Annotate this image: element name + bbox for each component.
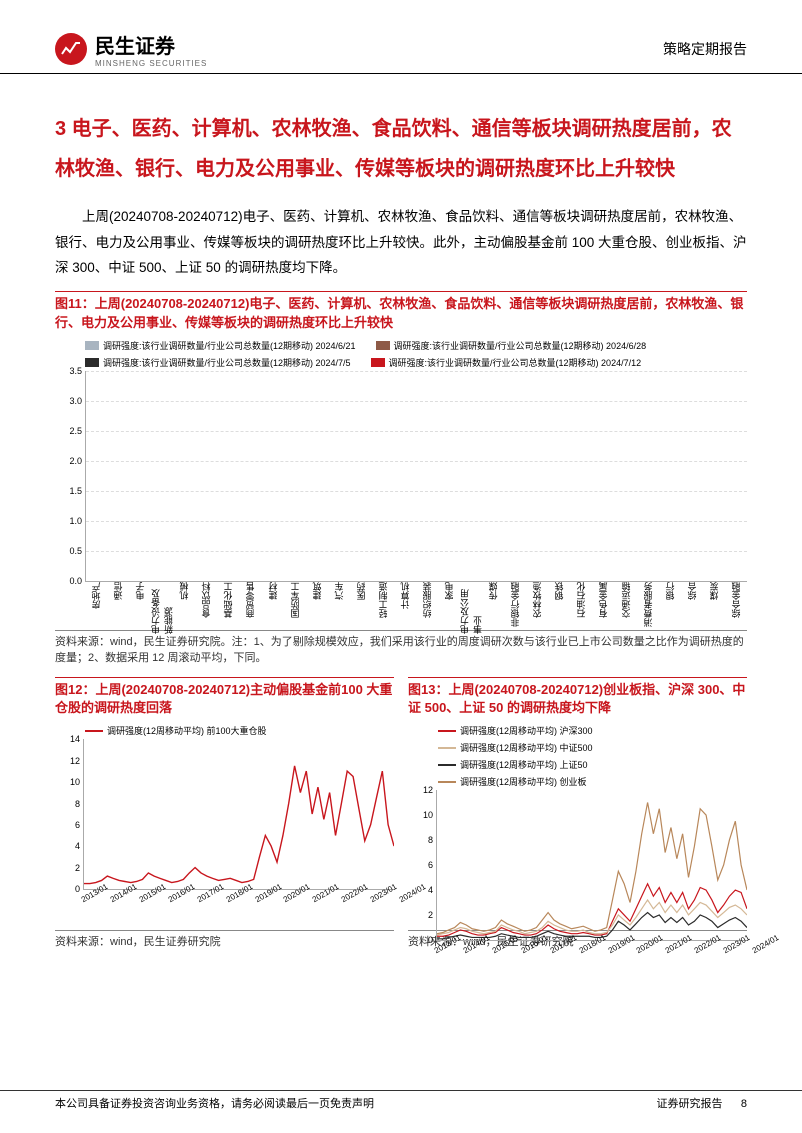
x-label: 基础化工 [217,582,239,636]
series-line [84,766,394,884]
x-label: 电力及公用事业 [460,582,482,636]
x-label: 轻工制造 [372,582,394,636]
footer-left: 本公司具备证券投资咨询业务资格，请务必阅读最后一页免责声明 [55,1095,374,1111]
page: 民生证券 MINSHENG SECURITIES 策略定期报告 3 电子、医药、… [0,0,802,1133]
x-label: 建筑 [306,582,328,636]
fig13-plot: 024681012 [436,790,747,941]
company-name-cn: 民生证券 [95,30,207,59]
fig12-plot: 02468101214 [83,739,394,890]
x-label: 纺织服装 [416,582,438,636]
company-name-en: MINSHENG SECURITIES [95,59,207,68]
fig11-plot: 0.00.51.01.52.02.53.03.5 [85,371,747,582]
legend-item: 调研强度(12周移动平均) 沪深300 [438,724,593,737]
report-type: 策略定期报告 [663,39,747,59]
x-label: 商贸零售 [239,582,261,636]
fig11-legend: 调研强度:该行业调研数量/行业公司总数量(12期移动) 2024/6/21 调研强… [55,333,747,371]
fig13-caption: 图13：上周(20240708-20240712)创业板指、沪深 300、中证 … [408,677,747,719]
fig12-chart: 调研强度(12周移动平均) 前100大重仓股 02468101214 2013/… [55,718,394,928]
fig12-caption: 图12：上周(20240708-20240712)主动偏股基金前100 大重仓股… [55,677,394,719]
fig11-xlabels: 房地产通信电子电力设备及新能源机械食品饮料基础化工商贸零售建材国防军工建筑汽车医… [85,582,747,636]
x-label: 通信 [107,582,129,636]
x-label: 石油石化 [570,582,592,636]
legend-item: 调研强度:该行业调研数量/行业公司总数量(12期移动) 2024/7/5 [85,356,351,369]
x-label: 钢铁 [548,582,570,636]
x-label: 家电 [438,582,460,636]
x-label: 农林牧渔 [526,582,548,636]
x-label: 煤炭 [703,582,725,636]
legend-item: 调研强度(12周移动平均) 中证500 [438,741,593,754]
x-label: 医药 [350,582,372,636]
footer: 本公司具备证券投资咨询业务资格，请务必阅读最后一页免责声明 证券研究报告 8 [0,1090,802,1111]
x-label: 国防军工 [284,582,306,636]
x-label: 消费者服务 [637,582,659,636]
section-paragraph: 上周(20240708-20240712)电子、医药、计算机、农林牧渔、食品饮料… [55,204,747,281]
page-header: 民生证券 MINSHENG SECURITIES 策略定期报告 [0,0,802,74]
series-line [437,803,747,934]
x-label: 电子 [129,582,151,636]
x-label: 综合金融 [725,582,747,636]
x-label: 银行 [659,582,681,636]
x-label: 计算机 [394,582,416,636]
footer-right: 证券研究报告 [657,1098,723,1110]
x-label: 2024/01 [751,933,781,955]
legend-item: 调研强度(12周移动平均) 上证50 [438,758,588,771]
logo-icon [55,33,87,65]
fig-row: 图12：上周(20240708-20240712)主动偏股基金前100 大重仓股… [55,677,747,950]
fig12-source: 资料来源：wind，民生证券研究院 [55,930,394,949]
fig12-xlabels: 2013/012014/012015/012016/012017/012018/… [83,890,394,899]
x-label: 机械 [173,582,195,636]
section-title: 3 电子、医药、计算机、农林牧渔、食品饮料、通信等板块调研热度居前，农林牧渔、银… [55,109,747,189]
fig13-chart: 调研强度(12周移动平均) 沪深300 调研强度(12周移动平均) 中证500 调研… [408,718,747,928]
fig12-legend: 调研强度(12周移动平均) 前100大重仓股 [55,718,394,739]
legend-item: 调研强度(12周移动平均) 前100大重仓股 [85,724,267,737]
legend-item: 调研强度:该行业调研数量/行业公司总数量(12期移动) 2024/6/28 [376,339,647,352]
x-label: 传媒 [482,582,504,636]
fig13-legend: 调研强度(12周移动平均) 沪深300 调研强度(12周移动平均) 中证500 调研… [408,718,747,790]
logo-block: 民生证券 MINSHENG SECURITIES [55,30,207,68]
x-label: 综合 [681,582,703,636]
page-number: 8 [741,1098,747,1110]
content: 3 电子、医药、计算机、农林牧渔、食品饮料、通信等板块调研热度居前，农林牧渔、银… [0,74,802,949]
x-label: 非银行金融 [504,582,526,636]
fig11-chart: 调研强度:该行业调研数量/行业公司总数量(12期移动) 2024/6/21 调研强… [55,333,747,628]
series-line [437,884,747,937]
x-label: 汽车 [328,582,350,636]
legend-item: 调研强度:该行业调研数量/行业公司总数量(12期移动) 2024/6/21 [85,339,356,352]
x-label: 有色金属 [592,582,614,636]
x-label: 建材 [262,582,284,636]
x-label: 食品饮料 [195,582,217,636]
legend-item: 调研强度(12周移动平均) 创业板 [438,775,587,788]
fig11-caption: 图11：上周(20240708-20240712)电子、医药、计算机、农林牧渔、… [55,291,747,333]
x-label: 交通运输 [615,582,637,636]
legend-item: 调研强度:该行业调研数量/行业公司总数量(12期移动) 2024/7/12 [371,356,642,369]
fig13-xlabels: 2013/012014/012015/012016/012017/012018/… [436,941,747,950]
x-label: 房地产 [85,582,107,636]
x-label: 电力设备及新能源 [151,582,173,636]
